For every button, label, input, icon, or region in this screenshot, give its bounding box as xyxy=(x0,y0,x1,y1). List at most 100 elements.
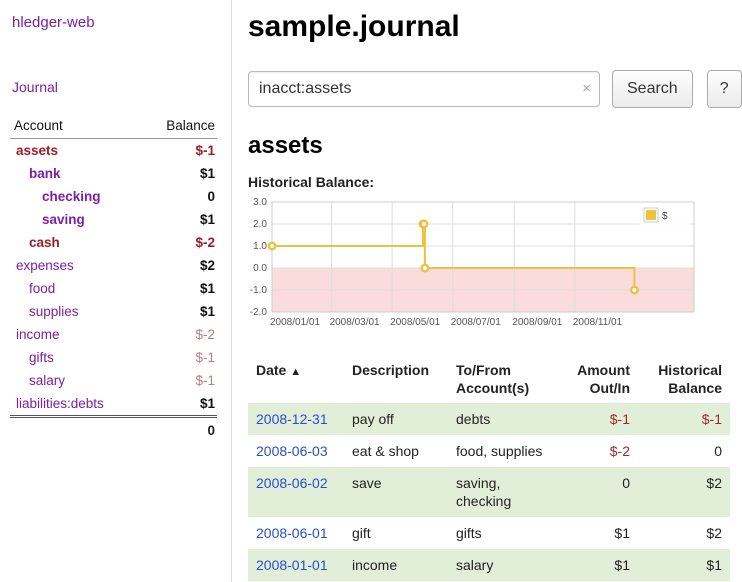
sidebar-account-link[interactable]: bank xyxy=(29,166,61,181)
main-content: sample.journal × Search ? assets Histori… xyxy=(232,0,742,582)
account-row: gifts $-1 xyxy=(10,346,217,369)
transaction-amount: $-1 xyxy=(556,403,638,435)
account-row: food $1 xyxy=(10,277,217,300)
sort-ascending-icon: ▲ xyxy=(290,366,302,378)
register-row: 2008-12-31 pay off debts $-1 $-1 xyxy=(248,403,730,435)
register-row: 2008-06-01 gift gifts $1 $2 xyxy=(248,517,730,549)
transaction-description: gift xyxy=(352,525,371,541)
sidebar-account-balance: $1 xyxy=(199,396,215,411)
sidebar-account-balance: $-2 xyxy=(195,235,215,250)
sidebar-account-balance: $2 xyxy=(199,258,215,273)
svg-text:3.0: 3.0 xyxy=(253,197,267,208)
account-row: bank $1 xyxy=(10,162,217,185)
transaction-accounts: food, supplies xyxy=(456,443,543,459)
page-title: sample.journal xyxy=(248,10,460,43)
sidebar-account-balance: $-1 xyxy=(195,373,215,388)
sidebar-account-balance: $-2 xyxy=(195,327,215,342)
account-row: supplies $1 xyxy=(10,300,217,323)
transaction-date-link[interactable]: 2008-01-01 xyxy=(256,557,328,573)
search-input[interactable] xyxy=(248,71,600,107)
sidebar-account-balance: 0 xyxy=(207,189,215,204)
transaction-amount: $-2 xyxy=(609,443,630,459)
sidebar-account-link[interactable]: gifts xyxy=(29,350,54,365)
transaction-balance: $2 xyxy=(706,525,722,541)
nav-journal-link[interactable]: Journal xyxy=(12,79,58,95)
register-col-balance: Historical Balance xyxy=(658,362,722,396)
svg-text:-2.0: -2.0 xyxy=(250,307,268,318)
sidebar-account-link[interactable]: saving xyxy=(42,212,85,227)
sidebar: hledger-web Journal Account Balance asse… xyxy=(0,0,232,582)
transaction-accounts: gifts xyxy=(456,525,482,541)
transaction-amount: $1 xyxy=(556,549,638,581)
account-row: checking 0 xyxy=(10,185,217,208)
sidebar-account-balance: $1 xyxy=(199,281,215,296)
account-row: assets $-1 xyxy=(10,139,217,163)
sidebar-account-balance: $-1 xyxy=(195,143,215,158)
svg-text:2008/01/01: 2008/01/01 xyxy=(270,317,320,328)
register-row: 2008-01-01 income salary $1 $1 xyxy=(248,549,730,581)
transaction-description: eat & shop xyxy=(352,443,419,459)
help-button[interactable]: ? xyxy=(706,70,742,108)
account-row: salary $-1 xyxy=(10,369,217,392)
sidebar-account-link[interactable]: cash xyxy=(29,235,60,250)
account-row: expenses $2 xyxy=(10,254,217,277)
transaction-date-link[interactable]: 2008-06-02 xyxy=(256,475,328,491)
transaction-accounts: debts xyxy=(448,403,556,435)
register-table: Date ▲ Description To/From Account(s) Am… xyxy=(248,357,730,581)
register-row: 2008-06-03 eat & shop food, supplies $-2 0 xyxy=(248,435,730,467)
account-row: cash $-2 xyxy=(10,231,217,254)
transaction-description: pay off xyxy=(344,403,448,435)
svg-text:1.0: 1.0 xyxy=(253,241,267,252)
sidebar-account-link[interactable]: expenses xyxy=(16,258,74,273)
svg-text:$: $ xyxy=(662,211,668,222)
transaction-date-link[interactable]: 2008-06-03 xyxy=(256,443,328,459)
transaction-date-link[interactable]: 2008-06-01 xyxy=(256,525,328,541)
transaction-balance: $1 xyxy=(638,549,730,581)
register-col-amount: Amount Out/In xyxy=(577,362,630,396)
sidebar-account-link[interactable]: salary xyxy=(29,373,66,388)
sidebar-account-balance: $1 xyxy=(199,212,215,227)
register-row: 2008-06-02 save saving, checking 0 $2 xyxy=(248,467,730,517)
sidebar-account-balance: $1 xyxy=(199,304,215,319)
clear-search-icon[interactable]: × xyxy=(582,80,591,97)
sidebar-account-link[interactable]: checking xyxy=(42,189,101,204)
transaction-amount: 0 xyxy=(556,467,638,517)
sidebar-account-link[interactable]: income xyxy=(16,327,60,342)
account-row: liabilities:debts $1 xyxy=(10,392,217,417)
accounts-col-account: Account xyxy=(10,115,144,139)
sidebar-account-link[interactable]: food xyxy=(29,281,56,296)
transaction-balance: $2 xyxy=(638,467,730,517)
sidebar-account-link[interactable]: liabilities:debts xyxy=(16,396,104,411)
transaction-accounts: saving, checking xyxy=(448,467,556,517)
sidebar-account-link[interactable]: supplies xyxy=(29,304,79,319)
chart-title: Historical Balance: xyxy=(248,174,375,190)
svg-text:2008/05/01: 2008/05/01 xyxy=(390,317,440,328)
date-header-label: Date xyxy=(256,362,287,378)
search-bar: × Search ? xyxy=(248,70,742,108)
transaction-balance: 0 xyxy=(714,443,722,459)
sidebar-account-link[interactable]: assets xyxy=(16,143,59,158)
accounts-total-spacer xyxy=(10,415,144,442)
register-col-description: Description xyxy=(352,362,430,378)
historical-balance-chart: 3.0 2.0 1.0 0.0 -1.0 -2.0 2008/01/01 2008/03/01… xyxy=(242,196,742,345)
accounts-col-balance: Balance xyxy=(143,115,217,139)
transaction-date-link[interactable]: 2008-12-31 xyxy=(256,411,328,427)
account-row: saving $1 xyxy=(10,208,217,231)
svg-text:-1.0: -1.0 xyxy=(250,285,268,296)
transaction-description: save xyxy=(344,467,448,517)
register-col-date[interactable]: Date ▲ xyxy=(248,357,344,403)
app-title-link[interactable]: hledger-web xyxy=(12,14,95,31)
svg-text:2008/09/01: 2008/09/01 xyxy=(512,317,562,328)
sidebar-account-balance: $1 xyxy=(199,166,215,181)
transaction-amount: $1 xyxy=(614,525,630,541)
svg-text:2008/03/01: 2008/03/01 xyxy=(330,317,380,328)
account-heading: assets xyxy=(248,132,323,159)
register-col-account: To/From Account(s) xyxy=(456,362,530,396)
transaction-description: income xyxy=(344,549,448,581)
transaction-balance: $-1 xyxy=(638,403,730,435)
svg-text:0.0: 0.0 xyxy=(253,263,267,274)
account-row: income $-2 xyxy=(10,323,217,346)
search-button[interactable]: Search xyxy=(612,70,693,108)
transaction-accounts: salary xyxy=(448,549,556,581)
